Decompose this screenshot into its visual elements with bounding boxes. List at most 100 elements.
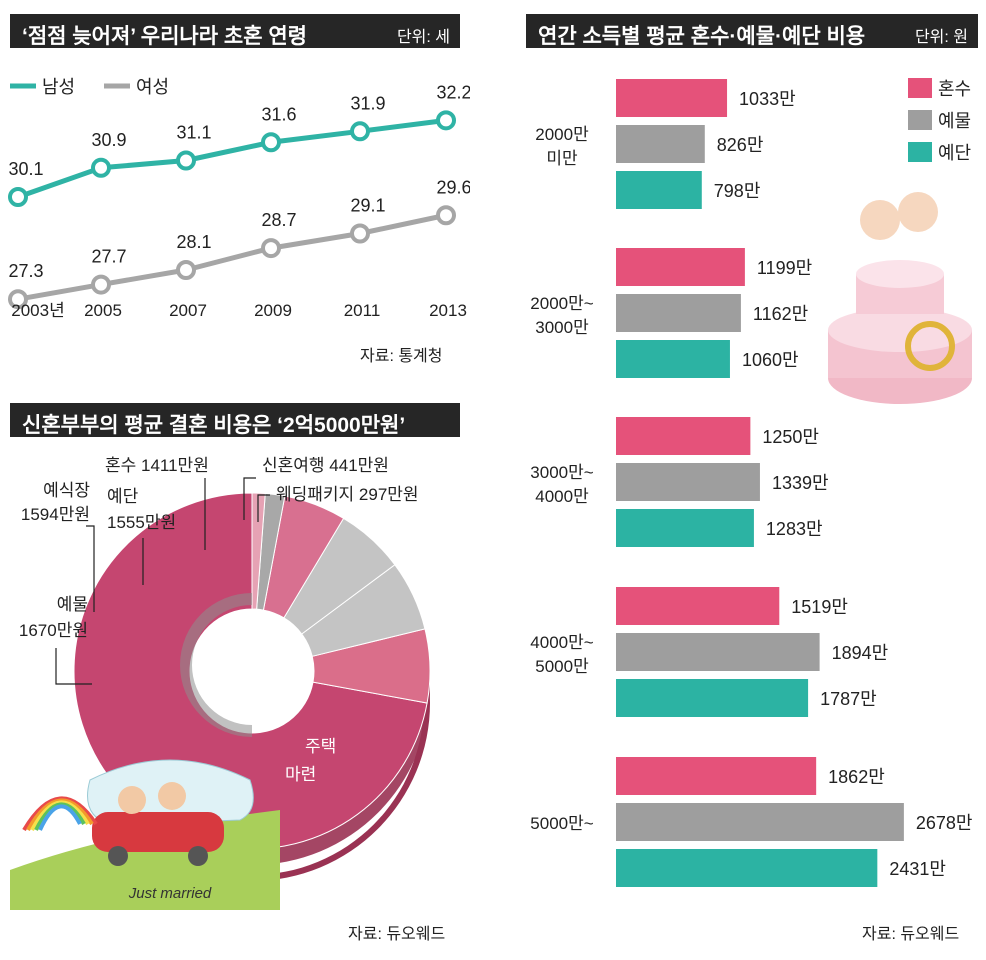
data-point-male — [350, 121, 370, 142]
bar-value-label-honsu: 1862만 — [828, 767, 885, 787]
data-point-male — [261, 132, 281, 153]
bar-value-label-yedan: 1283만 — [766, 519, 823, 539]
data-label-male: 32.2 — [436, 82, 470, 102]
bar-yemul — [616, 294, 741, 332]
bar-yedan — [616, 509, 754, 547]
data-label-male: 31.9 — [350, 93, 385, 113]
data-label-male: 30.9 — [91, 130, 126, 150]
bar-honsu — [616, 248, 745, 286]
cake-tier-top-top — [856, 260, 944, 288]
car-body — [92, 812, 224, 852]
series-line-female — [17, 212, 447, 302]
category-label: 4000만 — [535, 487, 589, 506]
donut-hole — [190, 609, 314, 733]
data-point-male — [436, 110, 456, 131]
data-label-female: 29.6 — [436, 177, 470, 197]
cost-chart-source: 자료: 듀오웨드 — [348, 926, 446, 943]
data-point-male — [8, 187, 28, 207]
bar-value-label-yemul: 826만 — [717, 135, 764, 155]
bar-value-label-yemul: 1894만 — [832, 643, 889, 663]
data-point-female — [91, 274, 111, 295]
data-point-female — [350, 223, 370, 244]
legend-swatch-yemul — [908, 110, 932, 130]
category-label: 3000만 — [535, 318, 589, 337]
category-label: 5000만~ — [530, 814, 593, 833]
income-chart-header: 연간 소득별 평균 혼수·예물·예단 비용 단위: 원 — [526, 14, 978, 48]
bar-yedan — [616, 849, 878, 887]
x-tick-label: 2007 — [169, 301, 207, 320]
data-point-female — [261, 238, 281, 259]
donut-hole-shadow — [180, 593, 252, 737]
leader-wedding-package — [257, 494, 270, 522]
label-housing-name: 주택 — [305, 737, 336, 756]
label-honsu: 혼수 1411만원 — [105, 456, 209, 475]
legend-label-female: 여성 — [136, 77, 169, 97]
age-chart-source: 자료: 통계청 — [360, 348, 443, 365]
legend-swatch-yedan — [908, 142, 932, 162]
car-wheel-front — [108, 846, 128, 866]
income-chart-unit: 단위: 원 — [914, 29, 968, 46]
bar-value-label-yemul: 2678만 — [916, 813, 973, 833]
data-label-female: 29.1 — [350, 196, 385, 216]
category-label: 미만 — [546, 149, 578, 168]
legend-swatch-honsu — [908, 78, 932, 98]
data-point-female — [436, 205, 456, 226]
bar-honsu — [616, 79, 728, 117]
bar-value-label-yemul: 1339만 — [772, 473, 829, 493]
label-honeymoon: 신혼여행 441만원 — [262, 456, 389, 475]
age-line-chart: 남성 여성 30.1 30.9 31.1 31.6 31.9 32.2 27.3 27.7 28.1… — [8, 77, 470, 320]
age-chart-header: ‘점점 늦어져’ 우리나라 초혼 연령 단위: 세 — [10, 14, 460, 48]
data-point-female — [176, 260, 196, 280]
x-tick-label: 2009 — [254, 301, 292, 320]
bride-figure — [860, 200, 900, 240]
label-yedan-name: 예단 — [107, 487, 139, 506]
just-married-illustration: Just married — [10, 759, 280, 910]
bar-yemul — [616, 463, 760, 501]
label-yemul-name: 예물 — [57, 595, 88, 614]
data-label-male: 31.6 — [261, 104, 296, 124]
leader-venue — [86, 525, 95, 612]
leader-yemul — [55, 648, 92, 685]
bar-value-label-yemul: 1162만 — [753, 304, 808, 324]
bar-yemul — [616, 633, 820, 671]
legend-label-honsu: 혼수 — [938, 79, 971, 99]
data-point-male — [176, 150, 196, 171]
ring — [905, 321, 955, 371]
bar-value-label-yedan: 1060만 — [742, 350, 799, 370]
label-wedding-package: 웨딩패키지 297만원 — [276, 485, 419, 504]
cake-tier-bottom-top — [828, 308, 972, 352]
x-tick-label: 2005 — [84, 301, 122, 320]
legend-label-yedan: 예단 — [938, 143, 971, 163]
bar-value-label-honsu: 1199만 — [757, 258, 812, 278]
bar-value-label-honsu: 1519만 — [791, 597, 848, 617]
label-housing-value: 마련 — [285, 765, 316, 784]
data-label-female: 27.3 — [8, 261, 43, 281]
data-point-male — [91, 157, 111, 178]
data-label-female: 28.1 — [176, 232, 211, 252]
bar-yedan — [616, 679, 809, 717]
data-point-female — [8, 289, 28, 310]
category-label: 2000만~ — [530, 294, 593, 313]
category-label: 2000만 — [535, 125, 589, 144]
bar-yedan — [616, 340, 730, 378]
groom-figure — [898, 192, 938, 232]
bar-value-label-yedan: 1787만 — [820, 689, 877, 709]
age-chart-title: ‘점점 늦어져’ 우리나라 초혼 연령 — [22, 25, 308, 48]
age-chart-unit: 단위: 세 — [396, 29, 450, 46]
category-label: 4000만~ — [530, 633, 593, 652]
bar-honsu — [616, 587, 780, 625]
label-venue-value: 1594만원 — [21, 505, 90, 524]
bar-value-label-yedan: 2431만 — [889, 859, 946, 879]
bar-yemul — [616, 125, 705, 163]
cost-chart-header: 신혼부부의 평균 결혼 비용은 ‘2억5000만원’ — [10, 403, 460, 437]
x-tick-label: 2003년 — [11, 301, 64, 320]
data-label-female: 28.7 — [261, 210, 296, 230]
bar-yedan — [616, 171, 702, 209]
label-venue-name: 예식장 — [43, 481, 90, 500]
bar-value-label-honsu: 1033만 — [739, 89, 796, 109]
series-line-male — [17, 117, 447, 200]
category-label: 3000만~ — [530, 463, 593, 482]
data-label-male: 31.1 — [176, 123, 211, 143]
label-yedan-value: 1555만원 — [107, 513, 176, 532]
